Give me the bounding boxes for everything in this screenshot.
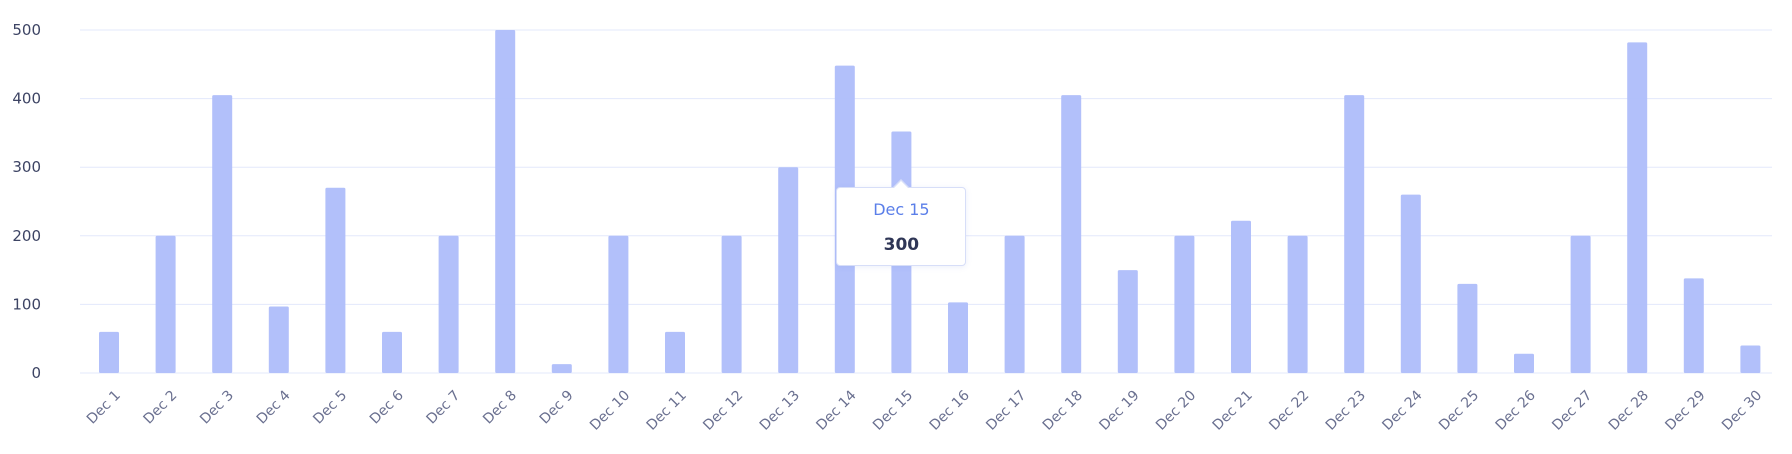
bar[interactable] [551,364,572,373]
x-tick-label: Dec 21 [1210,388,1256,434]
y-tick-label: 300 [12,158,41,176]
x-tick-label: Dec 14 [813,387,859,433]
bar[interactable] [268,306,289,373]
x-tick-label: Dec 25 [1436,388,1482,434]
tooltip-value: 300 [883,235,920,255]
bar[interactable] [1683,278,1704,373]
x-axis-ticks: Dec 1 Dec 2 Dec 3 Dec 4 Dec 5 Dec 6 Dec 7 Dec 8… [84,387,1765,433]
bar[interactable] [778,167,799,373]
bar[interactable] [665,331,685,373]
x-tick-label: Dec 23 [1323,388,1369,434]
y-tick-label: 500 [12,21,41,39]
x-tick-label: Dec 17 [983,388,1029,434]
bar[interactable] [1570,235,1591,373]
bar[interactable] [495,30,516,373]
x-tick-label: Dec 4 [254,387,294,427]
bar[interactable] [1004,235,1025,373]
bar[interactable] [99,331,119,373]
bar[interactable] [948,302,968,373]
bar[interactable] [212,95,233,374]
bar[interactable] [1061,95,1082,374]
x-tick-label: Dec 10 [587,388,633,434]
x-tick-label: Dec 5 [310,388,350,428]
x-tick-label: Dec 15 [870,388,916,434]
x-tick-label: Dec 2 [141,388,181,428]
x-tick-label: Dec 18 [1040,388,1086,434]
bar[interactable] [1117,270,1138,373]
y-tick-label: 200 [12,227,41,245]
bar[interactable] [1174,235,1195,373]
bar[interactable] [438,235,459,373]
bar[interactable] [1231,220,1251,373]
x-tick-label: Dec 28 [1606,388,1652,434]
x-tick-label: Dec 13 [757,388,803,434]
tooltip-arrow-inner-icon [894,181,909,188]
y-axis-ticks: 0 100 200 300 400 500 [12,21,41,382]
bar[interactable] [1344,95,1365,374]
tooltip-label: Dec 15 [873,200,930,219]
x-tick-label: Dec 22 [1266,388,1312,434]
x-tick-label: Dec 29 [1662,388,1708,434]
x-tick-label: Dec 9 [537,388,577,428]
x-tick-label: Dec 16 [927,387,973,433]
x-tick-label: Dec 6 [367,387,407,427]
x-tick-label: Dec 26 [1493,387,1539,433]
y-tick-label: 400 [12,90,41,108]
x-tick-label: Dec 7 [424,388,464,428]
bar[interactable] [155,235,176,373]
bar[interactable] [1627,42,1648,374]
bar[interactable] [1740,345,1761,373]
x-tick-label: Dec 3 [197,388,237,428]
x-tick-label: Dec 8 [480,388,520,428]
x-tick-label: Dec 1 [84,388,124,428]
bar[interactable] [721,235,742,373]
x-tick-label: Dec 30 [1719,388,1765,434]
bar[interactable] [608,235,629,373]
bar[interactable] [1514,353,1534,373]
x-tick-label: Dec 27 [1549,388,1595,434]
x-tick-label: Dec 19 [1096,388,1142,434]
x-tick-label: Dec 20 [1153,388,1199,434]
chart-tooltip: Dec 15 300 [836,187,967,266]
bar[interactable] [1457,283,1478,373]
bar[interactable] [1400,194,1421,373]
y-tick-label: 100 [12,295,41,313]
x-tick-label: Dec 24 [1379,387,1425,433]
bar[interactable] [325,187,346,373]
bar[interactable] [382,331,402,373]
y-tick-label: 0 [31,364,41,382]
x-tick-label: Dec 12 [700,388,746,434]
x-tick-label: Dec 11 [644,388,690,434]
bar[interactable] [1287,235,1308,373]
